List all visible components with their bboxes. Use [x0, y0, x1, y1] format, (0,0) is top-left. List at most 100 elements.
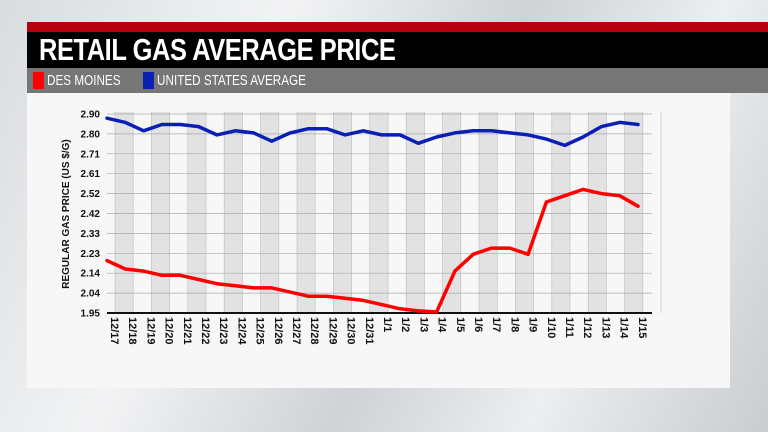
data-point	[471, 252, 475, 256]
x-tick-label: 1/7	[490, 317, 502, 332]
data-point	[325, 127, 329, 131]
x-tick-label: 12/22	[199, 317, 211, 345]
data-point	[453, 131, 457, 135]
legend-label: UNITED STATES AVERAGE	[157, 72, 306, 89]
grid-stripe	[442, 112, 461, 313]
data-point	[325, 294, 329, 298]
data-point	[563, 143, 567, 147]
data-point	[123, 267, 127, 271]
data-point	[270, 286, 274, 290]
x-tick-label: 1/14	[618, 317, 630, 339]
y-tick-label: 1.95	[81, 309, 101, 320]
y-tick-label: 2.33	[81, 229, 101, 240]
y-tick-label: 2.04	[81, 289, 101, 300]
x-tick-label: 12/25	[254, 317, 266, 345]
data-point	[343, 133, 347, 137]
x-tick-label: 1/12	[581, 317, 593, 338]
y-tick-label: 2.52	[81, 189, 101, 200]
data-point	[197, 125, 201, 129]
y-axis-label: REGULAR GAS PRICE (US $/G)	[61, 139, 72, 288]
data-point	[215, 133, 219, 137]
x-tick-label: 12/31	[363, 317, 375, 345]
data-point	[233, 129, 237, 133]
grid-stripe	[624, 112, 643, 313]
x-tick-label: 1/15	[636, 317, 648, 338]
data-point	[105, 259, 109, 263]
grid-stripe	[479, 112, 498, 313]
data-point	[380, 133, 384, 137]
series-line-us-average	[105, 116, 640, 148]
data-point	[306, 294, 310, 298]
data-point	[563, 194, 567, 198]
x-tick-label: 1/10	[545, 317, 557, 338]
title-bar: RETAIL GAS AVERAGE PRICE	[27, 32, 768, 68]
data-point	[105, 116, 109, 120]
x-tick-label: 12/20	[163, 317, 175, 345]
x-tick-label: 1/13	[599, 317, 611, 338]
x-tick-label: 1/5	[454, 317, 466, 332]
x-tick-label: 12/28	[308, 317, 320, 345]
x-tick-label: 1/3	[417, 317, 429, 332]
grid-stripe	[406, 112, 425, 313]
legend-item-des-moines: DES MOINES	[33, 72, 121, 89]
x-tick-label: 12/17	[108, 317, 120, 345]
data-point	[599, 125, 603, 129]
data-point	[490, 246, 494, 250]
data-point	[544, 200, 548, 204]
data-point	[361, 129, 365, 133]
data-point	[526, 252, 530, 256]
y-tick-label: 2.90	[81, 110, 101, 121]
grid-stripe	[515, 112, 534, 313]
x-tick-label: 1/11	[563, 317, 575, 338]
data-point	[490, 129, 494, 133]
x-tick-label: 1/9	[527, 317, 539, 332]
data-point	[508, 131, 512, 135]
data-point	[581, 135, 585, 139]
series-line-des-moines	[105, 187, 640, 314]
data-point	[142, 269, 146, 273]
grid-stripe	[224, 112, 243, 313]
legend-label: DES MOINES	[47, 72, 121, 89]
x-tick-label: 12/18	[126, 317, 138, 345]
x-tick-label: 1/2	[399, 317, 411, 332]
grid-stripe	[187, 112, 206, 313]
data-point	[526, 133, 530, 137]
x-tick-label: 12/29	[326, 317, 338, 345]
data-point	[544, 137, 548, 141]
data-point	[636, 122, 640, 126]
y-tick-label: 2.61	[81, 169, 101, 180]
y-tick-label: 2.80	[81, 129, 101, 140]
data-point	[343, 296, 347, 300]
x-tick-label: 12/23	[217, 317, 229, 345]
data-point	[361, 298, 365, 302]
data-point	[581, 187, 585, 191]
data-point	[416, 141, 420, 145]
y-tick-label: 2.23	[81, 249, 101, 260]
data-point	[435, 135, 439, 139]
data-point	[618, 194, 622, 198]
x-tick-label: 12/26	[272, 317, 284, 345]
legend-item-us-average: UNITED STATES AVERAGE	[143, 72, 306, 89]
grid-stripe	[588, 112, 607, 313]
data-point	[453, 269, 457, 273]
data-point	[618, 120, 622, 124]
x-tick-label: 12/30	[345, 317, 357, 345]
x-tick-label: 1/6	[472, 317, 484, 332]
data-point	[288, 290, 292, 294]
grid-stripe	[297, 112, 316, 313]
y-tick-label: 2.71	[81, 149, 101, 160]
x-tick-label: 1/1	[381, 317, 393, 332]
data-point	[123, 120, 127, 124]
data-point	[306, 127, 310, 131]
chart-title: RETAIL GAS AVERAGE PRICE	[39, 32, 396, 67]
data-point	[435, 310, 439, 314]
data-point	[142, 129, 146, 133]
data-point	[398, 307, 402, 311]
x-tick-label: 1/8	[508, 317, 520, 332]
x-tick-label: 1/4	[436, 317, 448, 333]
data-point	[471, 129, 475, 133]
grid-stripe	[551, 112, 570, 313]
legend: DES MOINES UNITED STATES AVERAGE	[27, 68, 768, 93]
data-point	[508, 246, 512, 250]
